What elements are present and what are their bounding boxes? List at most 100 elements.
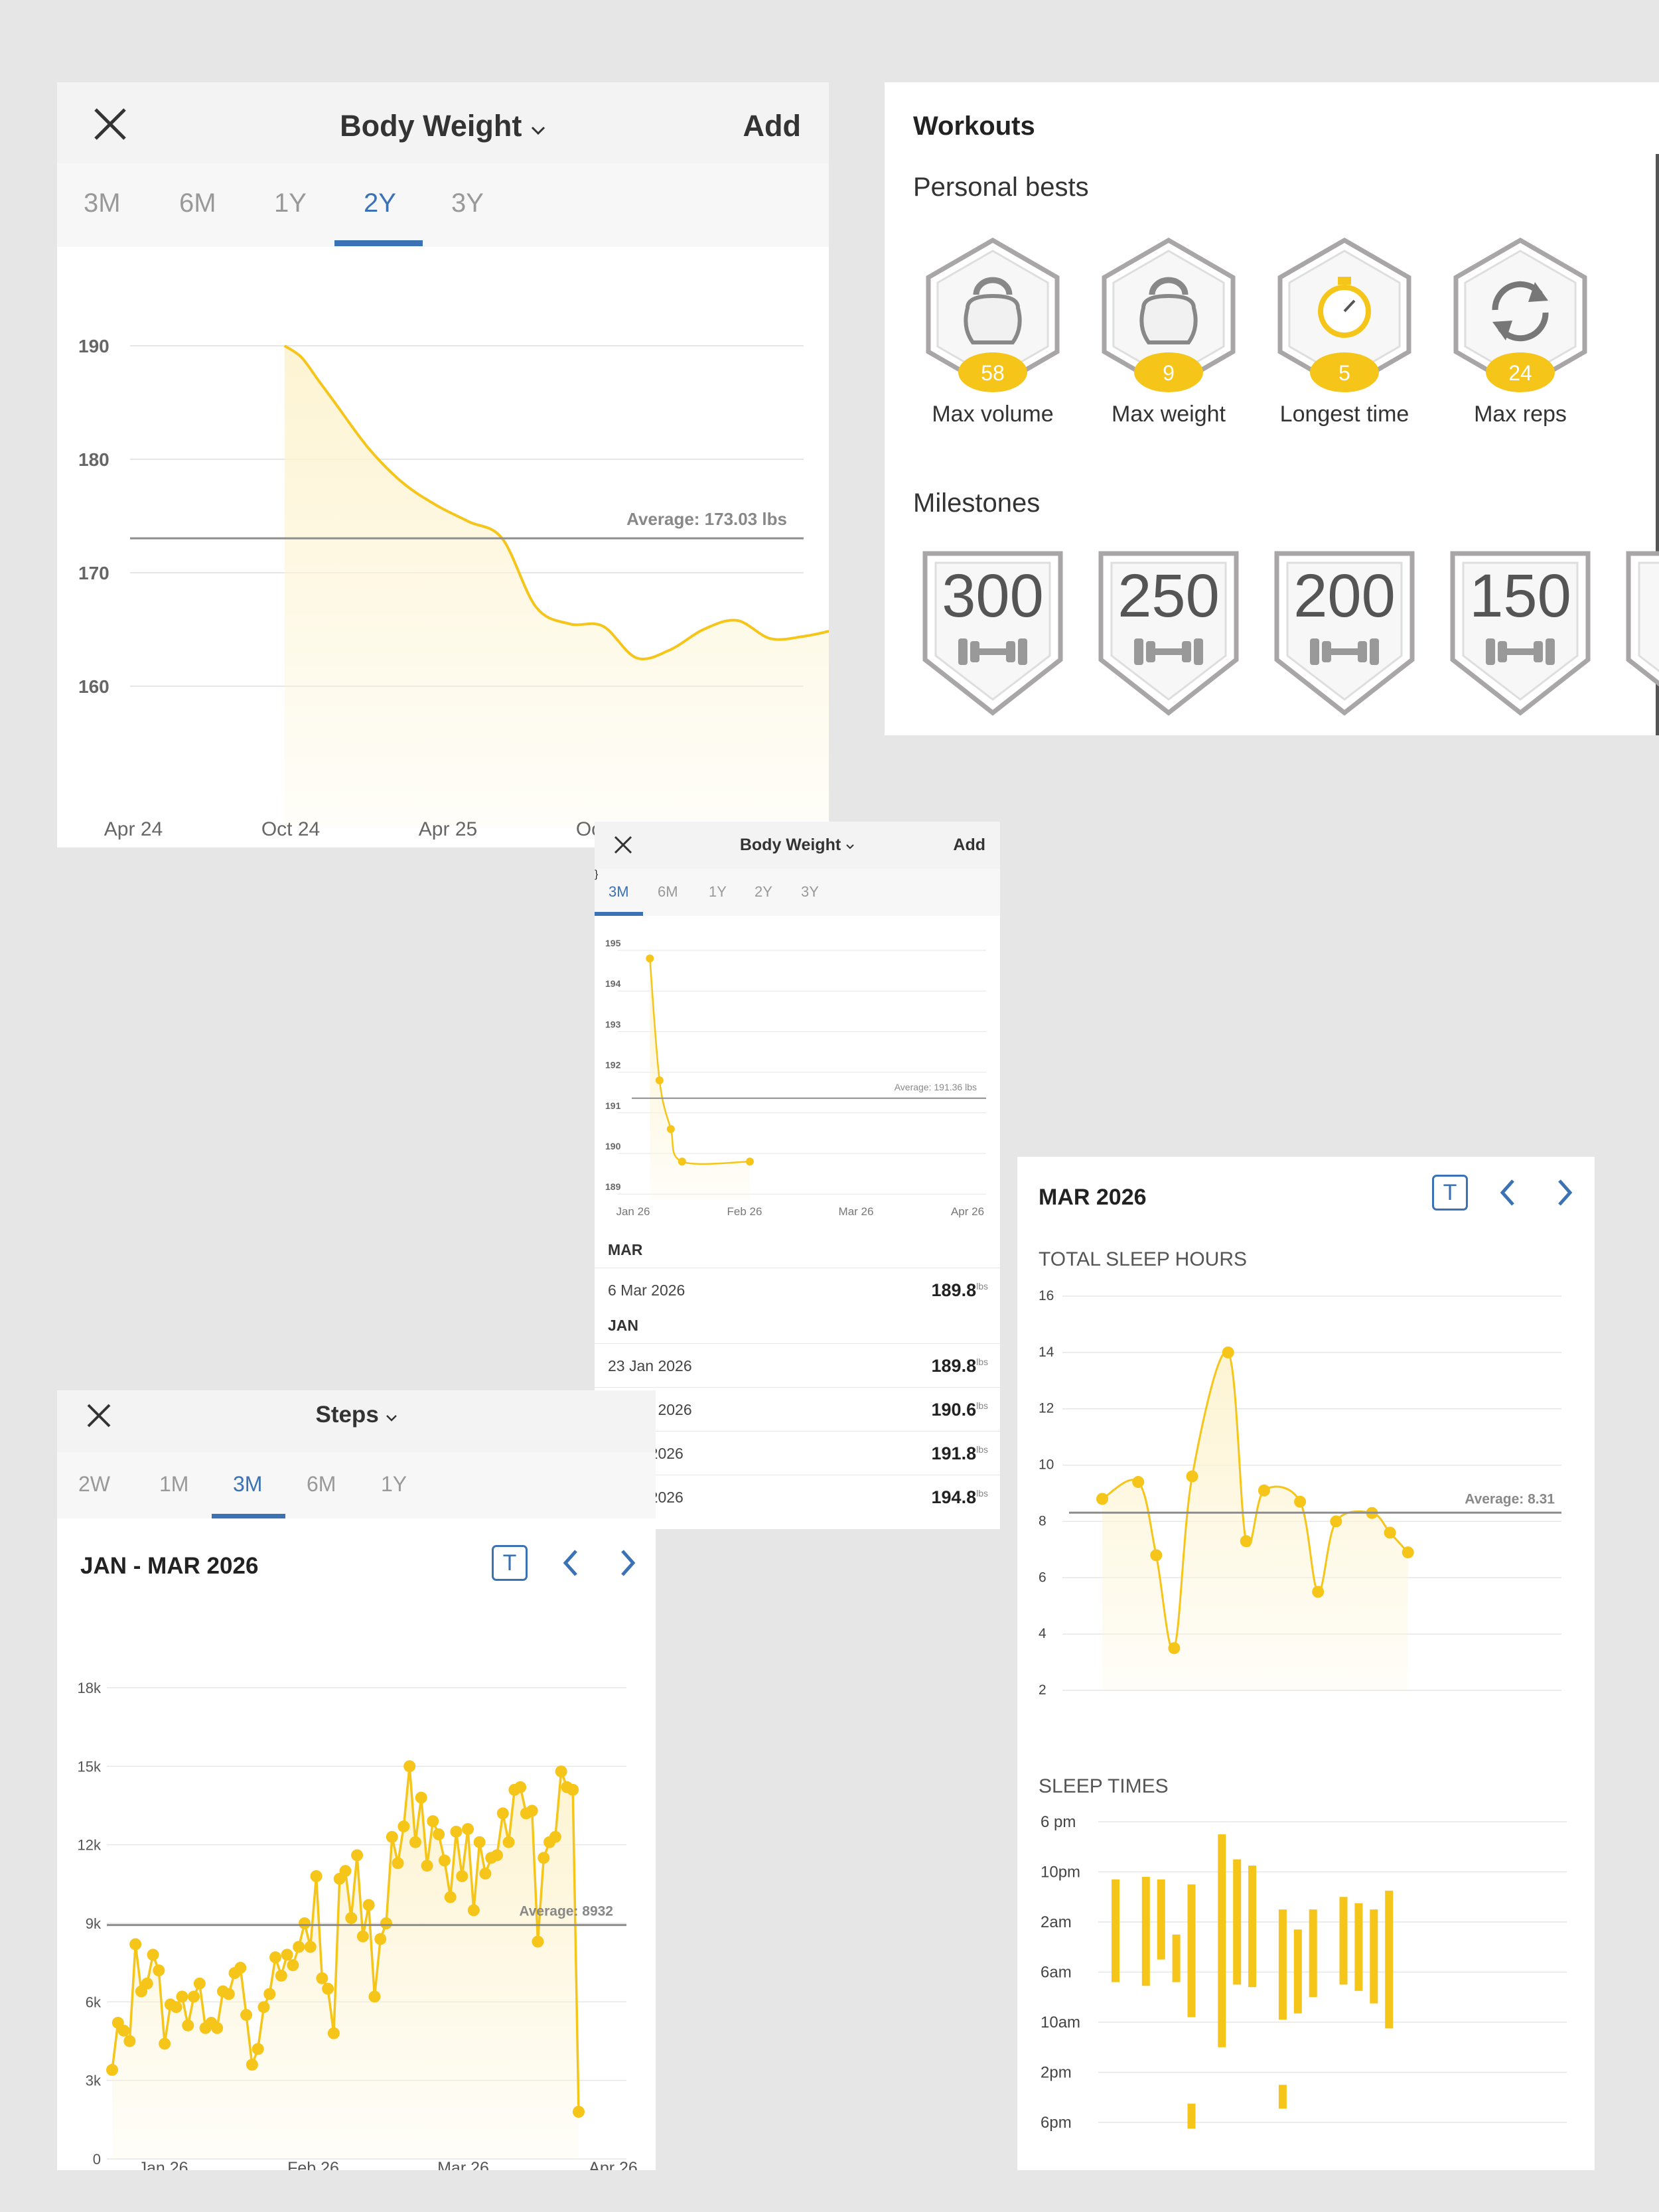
text-view-button[interactable]: T	[492, 1545, 528, 1581]
x-tick-label: Oct 24	[261, 818, 320, 840]
milestone-inner-shield	[934, 561, 1051, 701]
tab-3m[interactable]: 3M	[609, 883, 629, 900]
milestone-badge[interactable]: 200	[1265, 547, 1424, 719]
chevron-left-icon[interactable]	[561, 1548, 580, 1578]
header: Body Weight Add	[57, 82, 829, 163]
badge-graphic: 58	[926, 237, 1060, 392]
tab-1m[interactable]: 1M	[159, 1472, 189, 1496]
milestone-badge[interactable]: 150	[1441, 547, 1600, 719]
y-tick-label: 15k	[78, 1758, 102, 1775]
value-pill	[1486, 352, 1555, 392]
scrollbar[interactable]	[1656, 154, 1659, 735]
chevron-left-icon[interactable]	[1498, 1178, 1517, 1207]
y-tick-label: 18k	[78, 1680, 102, 1696]
tab-2w[interactable]: 2W	[78, 1472, 110, 1496]
data-point	[1240, 1535, 1252, 1548]
close-icon[interactable]	[86, 1402, 112, 1429]
data-point	[496, 1807, 509, 1820]
sleep-bar	[1339, 1897, 1348, 1985]
sleep-bar	[1309, 1909, 1317, 1998]
tab-3m[interactable]: 3M	[84, 188, 121, 218]
dumbbell-plate	[1546, 638, 1555, 665]
tab-6m[interactable]: 6M	[307, 1472, 336, 1496]
data-point	[538, 1852, 550, 1864]
y-tick-label: 6k	[86, 1994, 102, 2010]
milestone-badge[interactable]: 250	[1089, 547, 1248, 719]
data-point	[567, 1783, 579, 1796]
data-point	[269, 1951, 282, 1964]
data-point	[351, 1849, 364, 1862]
add-button[interactable]: Add	[743, 109, 801, 143]
entry-value: 191.8lbs	[931, 1443, 988, 1463]
y-tick-label: 2am	[1041, 1913, 1072, 1931]
close-icon[interactable]	[613, 835, 633, 855]
milestone-badge[interactable]: 300	[913, 547, 1072, 719]
y-tick-label: 10	[1039, 1457, 1054, 1473]
x-tick-label: Apr 26	[951, 1205, 984, 1218]
stopwatch-hand	[1343, 299, 1356, 313]
tab-3y[interactable]: 3Y	[801, 883, 819, 900]
tab-3m[interactable]: 3M	[233, 1472, 263, 1496]
page-title: Body Weight	[739, 836, 841, 854]
total-sleep-hours-title: TOTAL SLEEP HOURS	[1039, 1248, 1247, 1270]
tab-1y[interactable]: 1Y	[709, 883, 727, 900]
close-icon[interactable]	[92, 106, 129, 143]
add-button[interactable]: Add	[953, 836, 985, 854]
data-point	[532, 1935, 544, 1948]
chevron-down-icon	[846, 844, 854, 849]
chart-title-dropdown[interactable]: Steps	[57, 1402, 656, 1428]
data-point	[159, 2037, 171, 2050]
sleep-bar	[1172, 1934, 1181, 1982]
list-item[interactable]: 6 Mar 2026 189.8lbs	[595, 1268, 1000, 1312]
milestones-title: Milestones	[913, 488, 1041, 518]
personal-best-badge[interactable]: 24 Max reps	[1441, 232, 1600, 444]
badge-label: Max weight	[1112, 402, 1226, 427]
y-tick-label: 2	[1039, 1682, 1046, 1698]
data-point	[745, 1157, 754, 1166]
y-tick-label: 6 pm	[1041, 1813, 1076, 1831]
tab-6m[interactable]: 6M	[179, 188, 216, 218]
area-fill	[112, 1766, 579, 2159]
data-point	[182, 2019, 194, 2031]
data-point	[263, 1988, 276, 2000]
personal-best-badge[interactable]: 9 Max weight	[1089, 232, 1248, 444]
tab-3y[interactable]: 3Y	[451, 188, 484, 218]
kettlebell-icon	[964, 277, 1022, 344]
chevron-right-icon[interactable]	[618, 1548, 637, 1578]
sleep-times-title: SLEEP TIMES	[1039, 1775, 1169, 1797]
chart-title-dropdown[interactable]: Body Weight	[57, 109, 829, 143]
personal-best-badge[interactable]: 58 Max volume	[913, 232, 1072, 444]
dumbbell-plate	[1006, 641, 1015, 662]
data-point	[188, 1990, 200, 2003]
series-line	[283, 344, 829, 660]
data-point	[421, 1860, 433, 1872]
tab-1y[interactable]: 1Y	[274, 188, 307, 218]
dumbbell-plate	[1534, 641, 1543, 662]
dumbbell-plate	[1322, 641, 1331, 662]
tab-1y[interactable]: 1Y	[381, 1472, 407, 1496]
period-label: MAR 2026	[1039, 1185, 1147, 1210]
badge-label: Max reps	[1474, 402, 1567, 427]
month-header: JAN	[608, 1317, 639, 1334]
tab-6m[interactable]: 6M	[658, 883, 678, 900]
data-point	[322, 1982, 334, 1995]
chart-title-dropdown[interactable]: Body Weight	[595, 836, 1000, 855]
text-view-button[interactable]: T	[1432, 1175, 1468, 1211]
sleep-bar	[1218, 1834, 1226, 2047]
personal-best-badge[interactable]: 5 Longest time	[1265, 232, 1424, 444]
data-point	[374, 1933, 387, 1945]
chevron-right-icon[interactable]	[1555, 1178, 1574, 1207]
dumbbell-bar	[979, 648, 1006, 655]
tab-2y[interactable]: 2Y	[755, 883, 772, 900]
workouts-panel: Workouts Personal bests Milestones 58 Max…	[885, 82, 1659, 735]
y-tick-label: 195	[605, 938, 621, 948]
dumbbell-plate	[1358, 641, 1367, 662]
average-label: Average: 173.03 lbs	[626, 509, 787, 529]
period-tabs: 2W 1M 3M 6M 1Y	[57, 1452, 656, 1518]
list-item[interactable]: 23 Jan 2026 189.8lbs	[595, 1343, 1000, 1388]
data-point	[473, 1836, 486, 1848]
badge-value: 5	[1338, 361, 1350, 385]
data-point	[304, 1941, 317, 1953]
tab-2y[interactable]: 2Y	[364, 188, 396, 218]
milestone-badge[interactable]: 1	[1617, 547, 1659, 719]
